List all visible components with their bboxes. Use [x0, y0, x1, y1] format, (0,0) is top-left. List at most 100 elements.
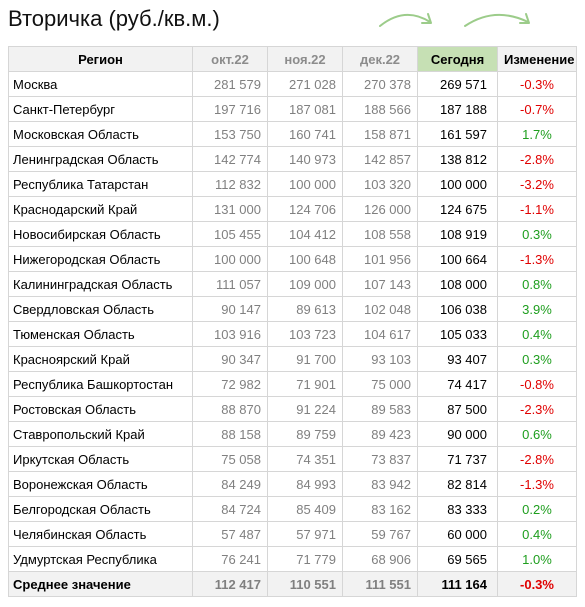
oct-cell: 112 417	[192, 571, 268, 597]
nov-cell: 100 648	[267, 246, 343, 272]
dec-cell: 108 558	[342, 221, 418, 247]
oct-cell: 72 982	[192, 371, 268, 397]
oct-cell: 90 147	[192, 296, 268, 322]
change-cell: -0.3%	[497, 571, 577, 597]
region-cell: Красноярский Край	[8, 346, 193, 372]
region-cell: Свердловская Область	[8, 296, 193, 322]
table-row: Республика Башкортостан 72 982 71 901 75 00…	[8, 371, 577, 397]
today-cell: 161 597	[417, 121, 498, 147]
dec-cell: 103 320	[342, 171, 418, 197]
table-row: Тюменская Область 103 916 103 723 104 617 10…	[8, 321, 577, 347]
oct-cell: 76 241	[192, 546, 268, 572]
dec-cell: 89 423	[342, 421, 418, 447]
today-cell: 105 033	[417, 321, 498, 347]
change-cell: -2.3%	[497, 396, 577, 422]
table-row: Красноярский Край 90 347 91 700 93 103 93 40…	[8, 346, 577, 372]
change-cell: 0.4%	[497, 521, 577, 547]
change-cell: -1.3%	[497, 246, 577, 272]
nov-cell: 89 759	[267, 421, 343, 447]
today-cell: 269 571	[417, 71, 498, 97]
today-cell: 138 812	[417, 146, 498, 172]
dec-cell: 73 837	[342, 446, 418, 472]
region-cell: Краснодарский Край	[8, 196, 193, 222]
nov-cell: 109 000	[267, 271, 343, 297]
change-cell: -1.3%	[497, 471, 577, 497]
dec-cell: 93 103	[342, 346, 418, 372]
today-cell: 106 038	[417, 296, 498, 322]
dec-cell: 68 906	[342, 546, 418, 572]
nov-cell: 91 224	[267, 396, 343, 422]
dec-cell: 142 857	[342, 146, 418, 172]
dec-cell: 75 000	[342, 371, 418, 397]
change-cell: 0.3%	[497, 221, 577, 247]
prices-table: Регион окт.22 ноя.22 дек.22 Сегодня Изме…	[8, 46, 577, 597]
region-cell: Калининградская Область	[8, 271, 193, 297]
dec-cell: 83 162	[342, 496, 418, 522]
change-cell: -0.8%	[497, 371, 577, 397]
dec-cell: 104 617	[342, 321, 418, 347]
change-cell: -1.1%	[497, 196, 577, 222]
region-cell: Челябинская Область	[8, 521, 193, 547]
change-cell: 0.8%	[497, 271, 577, 297]
change-cell: 1.7%	[497, 121, 577, 147]
header-nov: ноя.22	[267, 46, 343, 72]
oct-cell: 112 832	[192, 171, 268, 197]
table-row: Воронежская Область 84 249 84 993 83 942 82 …	[8, 471, 577, 497]
nov-cell: 85 409	[267, 496, 343, 522]
header-region: Регион	[8, 46, 193, 72]
nov-cell: 104 412	[267, 221, 343, 247]
nov-cell: 71 779	[267, 546, 343, 572]
oct-cell: 84 724	[192, 496, 268, 522]
region-cell: Республика Башкортостан	[8, 371, 193, 397]
oct-cell: 111 057	[192, 271, 268, 297]
today-cell: 82 814	[417, 471, 498, 497]
table-row: Республика Татарстан 112 832 100 000 103 32…	[8, 171, 577, 197]
today-cell: 100 000	[417, 171, 498, 197]
table-row: Калининградская Область 111 057 109 000 107…	[8, 271, 577, 297]
change-cell: -0.7%	[497, 96, 577, 122]
today-cell: 71 737	[417, 446, 498, 472]
oct-cell: 88 158	[192, 421, 268, 447]
table-row: Ленинградская Область 142 774 140 973 142 8…	[8, 146, 577, 172]
region-cell: Москва	[8, 71, 193, 97]
nov-cell: 71 901	[267, 371, 343, 397]
region-cell: Тюменская Область	[8, 321, 193, 347]
dec-cell: 158 871	[342, 121, 418, 147]
nov-cell: 57 971	[267, 521, 343, 547]
change-cell: -2.8%	[497, 446, 577, 472]
table-row: Нижегородская Область 100 000 100 648 101 9…	[8, 246, 577, 272]
oct-cell: 281 579	[192, 71, 268, 97]
dec-cell: 126 000	[342, 196, 418, 222]
header-change: Изменение	[497, 46, 577, 72]
nov-cell: 187 081	[267, 96, 343, 122]
region-cell: Иркутская Область	[8, 446, 193, 472]
nov-cell: 140 973	[267, 146, 343, 172]
today-cell: 124 675	[417, 196, 498, 222]
region-cell: Нижегородская Область	[8, 246, 193, 272]
region-cell: Республика Татарстан	[8, 171, 193, 197]
table-row: Иркутская Область 75 058 74 351 73 837 71 73…	[8, 446, 577, 472]
table-row: Краснодарский Край 131 000 124 706 126 000 1…	[8, 196, 577, 222]
oct-cell: 57 487	[192, 521, 268, 547]
change-cell: -2.8%	[497, 146, 577, 172]
region-cell: Новосибирская Область	[8, 221, 193, 247]
today-cell: 108 000	[417, 271, 498, 297]
oct-cell: 105 455	[192, 221, 268, 247]
today-cell: 74 417	[417, 371, 498, 397]
oct-cell: 88 870	[192, 396, 268, 422]
oct-cell: 75 058	[192, 446, 268, 472]
dec-cell: 59 767	[342, 521, 418, 547]
change-cell: 0.4%	[497, 321, 577, 347]
table-row: Белгородская Область 84 724 85 409 83 162 83…	[8, 496, 577, 522]
today-cell: 87 500	[417, 396, 498, 422]
nov-cell: 160 741	[267, 121, 343, 147]
oct-cell: 84 249	[192, 471, 268, 497]
table-row: Москва 281 579 271 028 270 378 269 571 -0.3%	[8, 71, 577, 97]
change-cell: -0.3%	[497, 71, 577, 97]
region-cell: Воронежская Область	[8, 471, 193, 497]
dec-cell: 89 583	[342, 396, 418, 422]
region-cell: Санкт-Петербург	[8, 96, 193, 122]
region-cell: Среднее значение	[8, 571, 193, 597]
change-cell: 0.3%	[497, 346, 577, 372]
table-row: Свердловская Область 90 147 89 613 102 048 1…	[8, 296, 577, 322]
